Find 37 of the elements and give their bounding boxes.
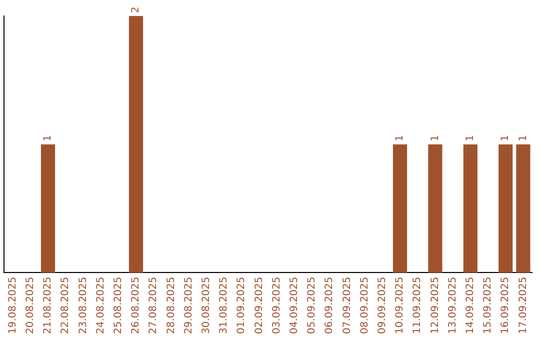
x-tick-label: 06.09.2025 xyxy=(324,276,336,334)
x-tick-label: 07.09.2025 xyxy=(342,276,353,334)
x-tick-label: 25.08.2025 xyxy=(112,276,124,334)
x-tick-label: 27.08.2025 xyxy=(148,276,160,334)
data-label: 1 xyxy=(394,134,406,142)
x-tick-label: 10.09.2025 xyxy=(394,276,406,334)
x-tick-label: 19.08.2025 xyxy=(7,276,18,334)
data-label: 1 xyxy=(464,134,476,142)
x-tick-label: 09.09.2025 xyxy=(376,276,388,334)
x-tick-label: 11.09.2025 xyxy=(412,276,424,334)
x-tick-label: 31.08.2025 xyxy=(218,276,230,334)
x-tick-label: 24.08.2025 xyxy=(95,276,106,334)
x-tick-label: 26.08.2025 xyxy=(130,276,142,334)
x-tick-label: 01.09.2025 xyxy=(236,276,248,334)
x-tick-label: 23.08.2025 xyxy=(78,276,89,334)
data-label: 1 xyxy=(518,134,529,142)
x-tick-label: 30.08.2025 xyxy=(200,276,212,334)
x-tick-label: 20.08.2025 xyxy=(24,276,36,334)
x-tick-label: 22.08.2025 xyxy=(60,276,72,334)
x-tick-label: 21.08.2025 xyxy=(42,276,54,334)
data-label: 1 xyxy=(430,134,441,142)
x-tick-label: 04.09.2025 xyxy=(288,276,300,334)
x-tick-label: 17.09.2025 xyxy=(518,276,529,334)
x-tick-label: 08.09.2025 xyxy=(359,276,370,334)
x-tick-label: 16.09.2025 xyxy=(500,276,512,334)
x-tick-label: 03.09.2025 xyxy=(271,276,282,334)
x-tick-label: 14.09.2025 xyxy=(464,276,476,334)
x-tick-label: 13.09.2025 xyxy=(447,276,458,334)
x-tick-label: 15.09.2025 xyxy=(482,276,494,334)
data-label: 1 xyxy=(500,134,512,142)
data-label: 2 xyxy=(130,6,142,13)
data-label: 1 xyxy=(42,134,54,142)
x-tick-label: 05.09.2025 xyxy=(306,276,318,334)
x-tick-label: 28.08.2025 xyxy=(166,276,177,334)
x-tick-label: 02.09.2025 xyxy=(254,276,265,334)
x-tick-label: 12.09.2025 xyxy=(430,276,441,334)
x-tick-label: 29.08.2025 xyxy=(183,276,194,334)
